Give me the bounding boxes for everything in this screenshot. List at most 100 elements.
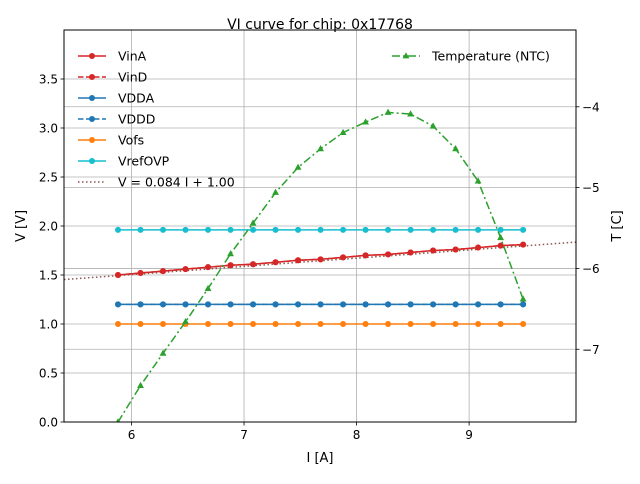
data-point-vofs: [272, 321, 279, 327]
data-point-vofs: [137, 321, 144, 327]
data-point-temperature-ntc: [294, 163, 302, 170]
y-tick-label: 0.0: [39, 416, 58, 430]
data-point-vind: [160, 268, 167, 275]
y-tick-label: 0.5: [39, 367, 58, 381]
data-point-vind: [272, 259, 279, 266]
data-point-temperature-ntc: [204, 284, 212, 292]
legend-entry-vofs: Vofs: [78, 133, 144, 148]
y2-tick-label: −6: [582, 262, 600, 276]
data-point-vrefovp: [452, 226, 459, 233]
legend-entry-vrefovp: VrefOVP: [78, 154, 170, 169]
data-point-temperature-ntc: [452, 145, 459, 152]
data-point-vddd: [407, 301, 414, 308]
data-point-vind: [407, 249, 414, 256]
data-point-temperature-ntc: [249, 219, 257, 226]
data-point-vddd: [160, 301, 167, 308]
data-point-vddd: [227, 301, 234, 308]
data-point-vind: [520, 241, 527, 248]
data-point-vofs: [340, 321, 347, 327]
data-point-vofs: [205, 321, 212, 327]
data-point-vofs: [160, 321, 167, 327]
axes: 6 7 8 9 0.0 0.5 1.0 1.5 2.0 2.5 3.0 3.5 −7 −6 −5 −4: [39, 73, 600, 443]
data-point-vrefovp: [362, 226, 369, 233]
legend-marker: [402, 52, 410, 59]
data-point-temperature-ntc: [429, 122, 437, 129]
series-vrefovp: [115, 226, 527, 233]
x-axis-label: I [A]: [306, 451, 333, 466]
x-tick-label: 8: [353, 428, 361, 442]
y-tick-label: 3.0: [39, 122, 58, 136]
data-point-vddd: [475, 301, 482, 308]
data-point-vddd: [430, 301, 437, 308]
legend-marker: [89, 74, 95, 80]
data-point-temperature-ntc: [182, 317, 189, 325]
y-tick-label: 1.0: [39, 318, 58, 332]
data-point-vrefovp: [272, 226, 279, 233]
data-point-vofs: [295, 321, 302, 327]
legend-label: VDDD: [118, 112, 155, 127]
data-point-vrefovp: [520, 226, 527, 233]
data-point-vrefovp: [407, 226, 414, 233]
legend-marker: [89, 137, 95, 143]
legend-entry-vind: VinD: [78, 70, 147, 85]
data-point-vofs: [452, 321, 459, 327]
data-point-vrefovp: [430, 226, 437, 233]
data-point-vind: [250, 261, 257, 268]
plot-series: [64, 108, 576, 422]
data-point-vind: [497, 242, 504, 249]
data-point-vind: [137, 270, 144, 277]
data-point-vrefovp: [497, 226, 504, 233]
data-point-vrefovp: [340, 226, 347, 233]
data-point-vind: [295, 257, 302, 264]
legend-entry-vddd: VDDD: [78, 112, 155, 127]
data-point-vddd: [520, 301, 527, 308]
y2-axis-label: T [C]: [610, 210, 625, 242]
data-point-vrefovp: [295, 226, 302, 233]
data-point-temperature-ntc: [497, 233, 505, 241]
data-point-temperature-ntc: [474, 177, 482, 184]
data-point-vofs: [407, 321, 414, 327]
legend-entry-temperature-ntc: Temperature (NTC): [392, 49, 550, 64]
data-point-vofs: [227, 321, 234, 327]
plot-area: [64, 108, 576, 422]
legend-label: V = 0.084 I + 1.00: [118, 175, 235, 190]
legend-marker: [89, 53, 95, 59]
data-point-vind: [475, 244, 482, 251]
data-point-vrefovp: [250, 226, 257, 233]
data-point-vddd: [272, 301, 279, 308]
legend-entry-vina: VinA: [78, 49, 147, 64]
chart-title: VI curve for chip: 0x17768: [227, 17, 413, 33]
data-point-vrefovp: [227, 226, 234, 233]
data-point-vddd: [250, 301, 257, 308]
x-tick-label: 9: [465, 428, 473, 442]
legend-entry-vdda: VDDA: [78, 91, 155, 106]
data-point-vddd: [452, 301, 459, 308]
data-point-vofs: [317, 321, 324, 327]
data-point-vind: [317, 256, 324, 263]
y-axis-label: V [V]: [14, 210, 29, 242]
data-point-vofs: [250, 321, 257, 327]
data-point-vind: [430, 247, 437, 254]
data-point-vofs: [520, 321, 527, 327]
data-point-temperature-ntc: [362, 118, 369, 125]
data-point-temperature-ntc: [519, 295, 527, 302]
data-point-vind: [340, 254, 347, 261]
data-point-vrefovp: [115, 226, 122, 233]
data-point-vofs: [385, 321, 392, 327]
data-point-temperature-ntc: [272, 188, 279, 195]
data-point-vrefovp: [205, 226, 212, 233]
legend-label: Temperature (NTC): [431, 49, 550, 64]
legend-label: VrefOVP: [118, 154, 170, 169]
data-point-temperature-ntc: [339, 128, 347, 136]
data-point-vind: [182, 266, 189, 273]
data-point-vddd: [137, 301, 144, 308]
legend-marker: [89, 158, 95, 164]
legend-label: Vofs: [118, 133, 144, 148]
legend-label: VinD: [118, 70, 147, 85]
y2-tick-label: −7: [582, 343, 600, 357]
y-tick-label: 1.5: [39, 269, 58, 283]
data-point-vind: [362, 252, 369, 259]
x-tick-label: 7: [240, 428, 248, 442]
legend-label: VinA: [118, 49, 147, 64]
